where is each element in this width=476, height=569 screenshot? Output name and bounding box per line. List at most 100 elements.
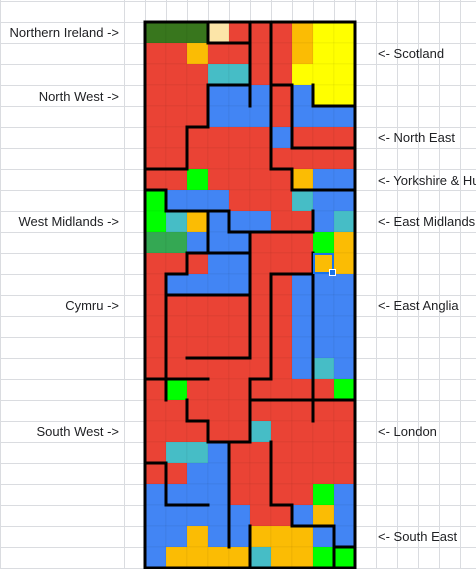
seat-cell[interactable] (228, 294, 251, 317)
seat-cell[interactable] (249, 147, 272, 170)
seat-cell[interactable] (186, 357, 209, 380)
seat-cell[interactable] (228, 357, 251, 380)
seat-cell[interactable] (228, 21, 251, 44)
seat-cell[interactable] (312, 525, 335, 548)
seat-cell[interactable] (207, 378, 230, 401)
seat-cell[interactable] (249, 273, 272, 296)
seat-cell[interactable] (186, 546, 209, 569)
seat-cell[interactable] (165, 189, 188, 212)
seat-cell[interactable] (270, 399, 293, 422)
seat-cell[interactable] (291, 42, 314, 65)
seat-cell[interactable] (165, 21, 188, 44)
seat-cell[interactable] (333, 357, 356, 380)
seat-cell[interactable] (249, 63, 272, 86)
seat-cell[interactable] (270, 126, 293, 149)
seat-cell[interactable] (228, 525, 251, 548)
seat-cell[interactable] (165, 42, 188, 65)
seat-cell[interactable] (144, 525, 167, 548)
seat-cell[interactable] (249, 357, 272, 380)
seat-cell[interactable] (312, 336, 335, 359)
seat-cell[interactable] (165, 294, 188, 317)
seat-cell[interactable] (291, 441, 314, 464)
seat-cell[interactable] (144, 462, 167, 485)
seat-cell[interactable] (312, 378, 335, 401)
seat-cell[interactable] (333, 441, 356, 464)
seat-cell[interactable] (312, 504, 335, 527)
seat-cell[interactable] (228, 399, 251, 422)
seat-cell[interactable] (228, 210, 251, 233)
seat-cell[interactable] (312, 294, 335, 317)
seat-cell[interactable] (270, 504, 293, 527)
seat-cell[interactable] (270, 378, 293, 401)
seat-cell[interactable] (186, 378, 209, 401)
seat-cell[interactable] (249, 441, 272, 464)
seat-cell[interactable] (291, 294, 314, 317)
seat-cell[interactable] (312, 483, 335, 506)
seat-cell[interactable] (270, 462, 293, 485)
seat-cell[interactable] (291, 252, 314, 275)
seat-cell[interactable] (207, 483, 230, 506)
seat-cell[interactable] (270, 168, 293, 191)
seat-cell[interactable] (144, 63, 167, 86)
seat-cell[interactable] (270, 42, 293, 65)
seat-cell[interactable] (165, 420, 188, 443)
seat-cell[interactable] (291, 525, 314, 548)
seat-cell[interactable] (228, 504, 251, 527)
seat-cell[interactable] (228, 42, 251, 65)
seat-cell[interactable] (186, 483, 209, 506)
seat-cell[interactable] (207, 462, 230, 485)
seat-cell[interactable] (312, 63, 335, 86)
seat-cell[interactable] (144, 21, 167, 44)
seat-cell[interactable] (144, 315, 167, 338)
seat-cell[interactable] (312, 126, 335, 149)
seat-cell[interactable] (207, 315, 230, 338)
seat-cell[interactable] (144, 126, 167, 149)
seat-cell[interactable] (270, 420, 293, 443)
seat-cell[interactable] (312, 21, 335, 44)
seat-cell[interactable] (312, 357, 335, 380)
seat-cell[interactable] (186, 147, 209, 170)
seat-cell[interactable] (333, 84, 356, 107)
seat-cell[interactable] (291, 126, 314, 149)
seat-cell[interactable] (186, 189, 209, 212)
seat-cell[interactable] (249, 294, 272, 317)
seat-cell[interactable] (207, 441, 230, 464)
seat-cell[interactable] (270, 357, 293, 380)
seat-cell[interactable] (270, 189, 293, 212)
seat-cell[interactable] (165, 462, 188, 485)
seat-cell[interactable] (291, 357, 314, 380)
seat-cell[interactable] (333, 189, 356, 212)
seat-cell[interactable] (186, 336, 209, 359)
seat-cell[interactable] (186, 126, 209, 149)
seat-cell[interactable] (249, 378, 272, 401)
seat-cell[interactable] (291, 399, 314, 422)
seat-cell[interactable] (333, 147, 356, 170)
seat-cell[interactable] (228, 147, 251, 170)
seat-cell[interactable] (312, 420, 335, 443)
seat-cell[interactable] (207, 252, 230, 275)
seat-cell[interactable] (186, 294, 209, 317)
seat-cell[interactable] (270, 525, 293, 548)
seat-cell[interactable] (270, 84, 293, 107)
seat-cell[interactable] (333, 21, 356, 44)
seat-cell[interactable] (207, 147, 230, 170)
seat-cell[interactable] (333, 231, 356, 254)
seat-cell[interactable] (228, 63, 251, 86)
seat-cell[interactable] (270, 63, 293, 86)
seat-cell[interactable] (207, 168, 230, 191)
seat-cell[interactable] (270, 483, 293, 506)
seat-cell[interactable] (186, 168, 209, 191)
seat-cell[interactable] (228, 462, 251, 485)
seat-cell[interactable] (249, 399, 272, 422)
seat-cell[interactable] (333, 63, 356, 86)
seat-cell[interactable] (249, 42, 272, 65)
seat-cell[interactable] (228, 273, 251, 296)
seat-cell[interactable] (144, 294, 167, 317)
seat-cell[interactable] (207, 189, 230, 212)
seat-cell[interactable] (249, 189, 272, 212)
seat-cell[interactable] (207, 42, 230, 65)
seat-cell[interactable] (186, 42, 209, 65)
seat-cell[interactable] (165, 168, 188, 191)
seat-cell[interactable] (144, 273, 167, 296)
seat-cell[interactable] (333, 546, 356, 569)
